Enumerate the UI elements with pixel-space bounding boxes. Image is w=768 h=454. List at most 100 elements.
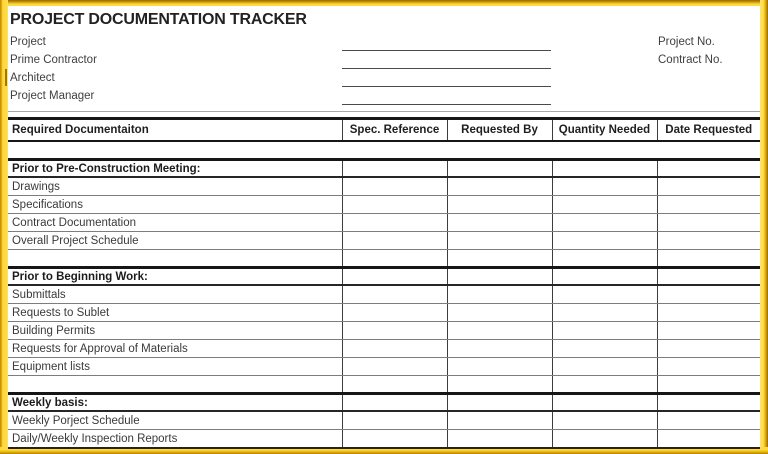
project-input-line[interactable]: [342, 33, 551, 51]
spec-reference-cell[interactable]: [341, 285, 447, 304]
requested-by-cell[interactable]: [446, 303, 552, 322]
window-frame-right: [760, 0, 768, 454]
date-requested-cell[interactable]: [656, 392, 760, 412]
window-frame-bottom: [0, 447, 768, 454]
col-requested-by: Requested By: [446, 118, 552, 142]
quantity-needed-cell[interactable]: [551, 392, 657, 412]
requested-by-cell[interactable]: [446, 158, 552, 178]
requested-by-cell[interactable]: [446, 249, 552, 268]
quantity-needed-cell[interactable]: [551, 321, 657, 340]
quantity-needed-cell[interactable]: [551, 213, 657, 232]
section-heading: Weekly basis:: [8, 392, 342, 412]
doc-item-label: Requests to Sublet: [8, 303, 342, 322]
prime-contractor-label: Prime Contractor: [10, 54, 97, 66]
spec-reference-cell[interactable]: [341, 339, 447, 358]
requested-by-cell[interactable]: [446, 392, 552, 412]
quantity-needed-cell[interactable]: [551, 195, 657, 214]
spec-reference-cell[interactable]: [341, 375, 447, 394]
table-row: Daily/Weekly Inspection Reports: [8, 429, 760, 449]
spec-reference-cell[interactable]: [341, 411, 447, 430]
date-requested-cell[interactable]: [656, 249, 760, 268]
quantity-needed-cell[interactable]: [551, 266, 657, 286]
spacer-cell: [8, 250, 342, 268]
date-requested-cell[interactable]: [656, 231, 760, 250]
date-requested-cell[interactable]: [656, 303, 760, 322]
doc-item-label: Weekly Porject Schedule: [8, 411, 342, 430]
requested-by-cell[interactable]: [446, 195, 552, 214]
table-row: Contract Documentation: [8, 213, 760, 232]
table-row: Submittals: [8, 285, 760, 304]
spec-reference-cell[interactable]: [341, 321, 447, 340]
spec-reference-cell[interactable]: [341, 249, 447, 268]
contract-no-label: Contract No.: [658, 54, 723, 66]
project-label: Project: [10, 36, 46, 48]
spec-reference-cell[interactable]: [341, 231, 447, 250]
spec-reference-cell[interactable]: [341, 392, 447, 412]
date-requested-cell[interactable]: [656, 285, 760, 304]
date-requested-cell[interactable]: [656, 357, 760, 376]
date-requested-cell[interactable]: [656, 266, 760, 286]
quantity-needed-cell[interactable]: [551, 231, 657, 250]
quantity-needed-cell[interactable]: [551, 249, 657, 268]
doc-item-label: Specifications: [8, 195, 342, 214]
table-row: Requests for Approval of Materials: [8, 339, 760, 358]
date-requested-cell[interactable]: [656, 177, 760, 196]
requested-by-cell[interactable]: [446, 285, 552, 304]
date-requested-cell[interactable]: [656, 321, 760, 340]
documentation-table: Required Documentaiton Spec. Reference R…: [8, 117, 760, 449]
text-cursor-artifact: [5, 69, 7, 86]
project-manager-input-line[interactable]: [342, 87, 551, 105]
quantity-needed-cell[interactable]: [551, 357, 657, 376]
spec-reference-cell[interactable]: [341, 266, 447, 286]
quantity-needed-cell[interactable]: [551, 285, 657, 304]
table-row: Building Permits: [8, 321, 760, 340]
requested-by-cell[interactable]: [446, 375, 552, 394]
spacer-row: [8, 375, 760, 394]
requested-by-cell[interactable]: [446, 213, 552, 232]
quantity-needed-cell[interactable]: [551, 375, 657, 394]
quantity-needed-cell[interactable]: [551, 429, 657, 449]
table-header-row: Required Documentaiton Spec. Reference R…: [8, 118, 760, 142]
quantity-needed-cell[interactable]: [551, 411, 657, 430]
project-no-label: Project No.: [658, 36, 715, 48]
date-requested-cell[interactable]: [656, 195, 760, 214]
col-quantity-needed: Quantity Needed: [551, 118, 657, 142]
requested-by-cell[interactable]: [446, 429, 552, 449]
doc-item-label: Contract Documentation: [8, 213, 342, 232]
spec-reference-cell[interactable]: [341, 213, 447, 232]
architect-input-line[interactable]: [342, 69, 551, 87]
spacer-row: [8, 249, 760, 268]
doc-item-label: Building Permits: [8, 321, 342, 340]
spec-reference-cell[interactable]: [341, 357, 447, 376]
spec-reference-cell[interactable]: [341, 195, 447, 214]
date-requested-cell[interactable]: [656, 411, 760, 430]
requested-by-cell[interactable]: [446, 266, 552, 286]
requested-by-cell[interactable]: [446, 321, 552, 340]
requested-by-cell[interactable]: [446, 357, 552, 376]
date-requested-cell[interactable]: [656, 375, 760, 394]
date-requested-cell[interactable]: [656, 339, 760, 358]
col-required-documentation: Required Documentaiton: [8, 118, 342, 142]
spacer-cell: [8, 141, 760, 160]
table-row: Overall Project Schedule: [8, 231, 760, 250]
spec-reference-cell[interactable]: [341, 303, 447, 322]
spec-reference-cell[interactable]: [341, 177, 447, 196]
spec-reference-cell[interactable]: [341, 429, 447, 449]
col-spec-reference: Spec. Reference: [341, 118, 447, 142]
quantity-needed-cell[interactable]: [551, 303, 657, 322]
date-requested-cell[interactable]: [656, 158, 760, 178]
quantity-needed-cell[interactable]: [551, 158, 657, 178]
quantity-needed-cell[interactable]: [551, 339, 657, 358]
requested-by-cell[interactable]: [446, 177, 552, 196]
prime-contractor-input-line[interactable]: [342, 51, 551, 69]
spec-reference-cell[interactable]: [341, 158, 447, 178]
requested-by-cell[interactable]: [446, 231, 552, 250]
date-requested-cell[interactable]: [656, 213, 760, 232]
requested-by-cell[interactable]: [446, 339, 552, 358]
date-requested-cell[interactable]: [656, 429, 760, 449]
project-manager-label: Project Manager: [10, 90, 95, 102]
architect-label: Architect: [10, 72, 55, 84]
quantity-needed-cell[interactable]: [551, 177, 657, 196]
requested-by-cell[interactable]: [446, 411, 552, 430]
